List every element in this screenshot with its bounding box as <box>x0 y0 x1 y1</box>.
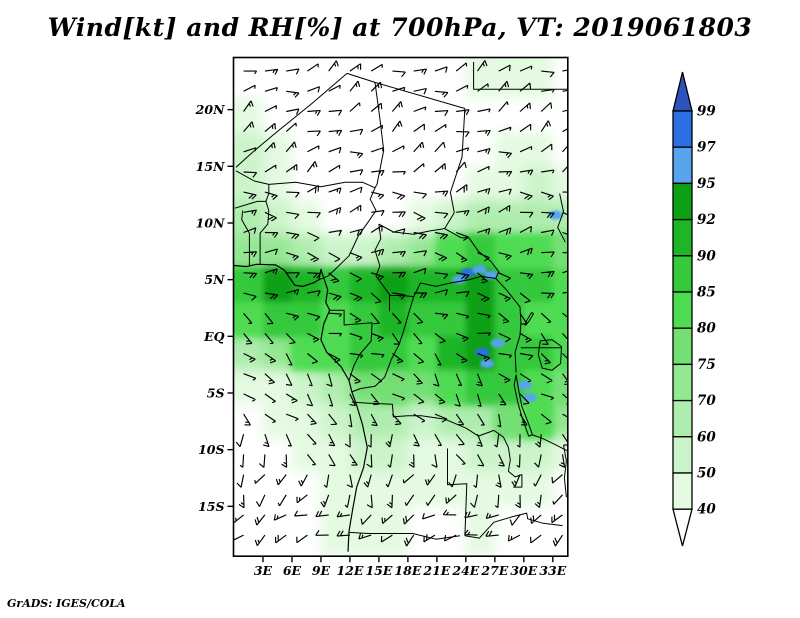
y-tick-label: 20N <box>195 102 225 117</box>
country-border <box>318 187 377 281</box>
plot-title: Wind[kt] and RH[%] at 700hPa, VT: 201906… <box>47 13 753 42</box>
country-border <box>563 445 567 498</box>
x-tick-label: 24E <box>451 563 479 578</box>
colorbar-label: 97 <box>697 140 716 156</box>
colorbar-label: 75 <box>697 357 716 373</box>
y-axis-labels: 20N 15N 10N 5N EQ 5S 10S 15S <box>195 102 225 514</box>
colorbar-segment <box>672 218 693 257</box>
x-tick-label: 9E <box>312 563 331 578</box>
y-tick-label: 10S <box>198 442 224 457</box>
country-border <box>351 401 467 429</box>
country-border <box>374 82 385 189</box>
country-border <box>495 278 522 373</box>
x-tick-label: 27E <box>480 563 508 578</box>
wind-barbs-layer <box>233 60 568 547</box>
colorbar-segment <box>672 436 693 474</box>
country-border <box>557 193 566 243</box>
x-axis-labels: 3E 6E 9E 12E 15E 18E 21E 24E 27E 30E 33E <box>254 563 567 578</box>
credit-text: GrADS: IGES/COLA <box>7 597 126 610</box>
lake-outline <box>537 339 562 371</box>
map-frame <box>232 56 569 558</box>
colorbar-label: 50 <box>697 466 716 482</box>
map-outlines-layer <box>233 62 568 552</box>
colorbar: 99 97 95 92 90 85 80 75 70 60 50 40 <box>672 71 716 547</box>
x-tick-label: 21E <box>422 563 450 578</box>
x-tick-label: 3E <box>254 563 273 578</box>
axis-ticks <box>227 108 554 563</box>
country-border <box>235 170 376 189</box>
country-border <box>444 108 466 229</box>
y-tick-label: 10N <box>196 215 225 230</box>
y-tick-label: 15N <box>196 159 225 174</box>
country-border <box>473 62 568 90</box>
lake-outline <box>513 374 533 437</box>
y-tick-label: 5N <box>204 272 225 287</box>
country-border <box>234 200 266 209</box>
lake-outline <box>524 312 534 326</box>
country-border <box>374 224 390 312</box>
country-border <box>464 512 563 539</box>
x-tick-label: 18E <box>394 563 421 578</box>
country-border <box>235 73 348 168</box>
x-tick-label: 15E <box>365 563 392 578</box>
colorbar-label: 99 <box>697 104 716 120</box>
country-border <box>329 309 373 381</box>
colorbar-segment <box>672 182 693 221</box>
country-border <box>532 434 568 452</box>
colorbar-segment <box>672 363 693 402</box>
country-border <box>346 72 466 109</box>
coastline <box>233 263 368 552</box>
x-tick-label: 30E <box>510 563 537 578</box>
country-border <box>241 210 250 266</box>
colorbar-segment <box>672 327 693 366</box>
country-border <box>444 228 500 279</box>
colorbar-bottom-arrow <box>672 508 693 547</box>
colorbar-segment <box>672 146 693 185</box>
colorbar-label: 95 <box>697 176 716 192</box>
country-border <box>447 448 468 536</box>
colorbar-top-arrow <box>672 71 693 112</box>
country-border <box>348 531 461 540</box>
colorbar-segment <box>672 110 693 148</box>
colorbar-label: 40 <box>697 502 716 518</box>
colorbar-label: 70 <box>697 393 716 409</box>
country-border <box>389 275 496 298</box>
x-tick-label: 33E <box>539 563 566 578</box>
colorbar-segment <box>672 472 693 510</box>
colorbar-segment <box>672 399 693 438</box>
colorbar-label: 92 <box>697 212 716 228</box>
x-tick-label: 12E <box>336 563 363 578</box>
country-border <box>465 427 523 488</box>
y-tick-label: EQ <box>203 329 225 344</box>
x-tick-label: 6E <box>283 563 302 578</box>
colorbar-label: 85 <box>697 285 716 301</box>
colorbar-label: 60 <box>697 429 716 445</box>
rh-maxima-spots <box>452 210 563 403</box>
country-border <box>351 296 415 393</box>
colorbar-segment <box>672 255 693 293</box>
colorbar-label: 80 <box>697 321 716 337</box>
colorbar-segment <box>672 291 693 329</box>
country-border <box>378 223 445 235</box>
colorbar-label: 90 <box>697 248 716 264</box>
y-tick-label: 5S <box>207 385 225 400</box>
y-tick-label: 15S <box>198 499 224 514</box>
